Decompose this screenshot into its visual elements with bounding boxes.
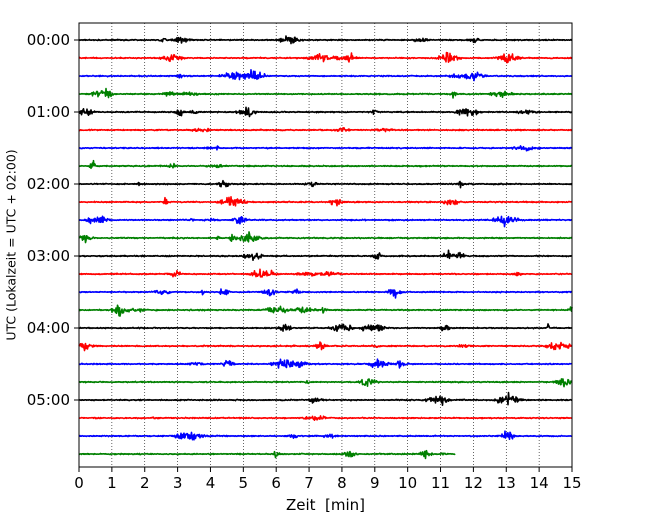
x-tick-label: 6 xyxy=(271,474,281,492)
y-tick-label: 03:00 xyxy=(27,247,70,265)
trace-0015 xyxy=(78,51,573,64)
plot-area-frame xyxy=(78,22,573,468)
x-tick-label: 9 xyxy=(370,474,380,492)
trace-0245 xyxy=(78,231,573,244)
x-tick-label: 4 xyxy=(206,474,216,492)
y-tick-label: 05:00 xyxy=(27,391,70,409)
trace-0100 xyxy=(78,106,573,118)
y-tick-label: 00:00 xyxy=(27,31,70,49)
trace-0200 xyxy=(78,179,573,189)
x-tick-label: 5 xyxy=(239,474,249,492)
x-tick-label: 14 xyxy=(530,474,549,492)
trace-0130 xyxy=(78,145,573,152)
x-axis-ticks: 0 1 2 3 4 5 6 7 8 9 10 11 12 13 14 15 xyxy=(74,467,582,492)
x-tick-label: 3 xyxy=(173,474,183,492)
trace-0330 xyxy=(78,288,573,299)
trace-0215 xyxy=(78,196,573,207)
y-tick-label: 04:00 xyxy=(27,319,70,337)
x-tick-label: 13 xyxy=(497,474,516,492)
trace-0115 xyxy=(78,127,573,133)
x-tick-label: 8 xyxy=(337,474,347,492)
trace-0445 xyxy=(78,378,573,388)
x-axis-label: Zeit [min] xyxy=(286,496,365,514)
trace-0315 xyxy=(78,268,573,278)
trace-0415 xyxy=(78,341,573,352)
x-tick-label: 15 xyxy=(562,474,581,492)
trace-0000 xyxy=(78,35,573,45)
trace-0045 xyxy=(78,87,573,99)
trace-0400 xyxy=(78,323,573,333)
x-tick-label: 1 xyxy=(107,474,117,492)
trace-0530 xyxy=(78,430,573,441)
y-tick-label: 01:00 xyxy=(27,103,70,121)
trace-0500 xyxy=(78,391,573,406)
trace-0230 xyxy=(78,215,573,228)
x-tick-label: 12 xyxy=(464,474,483,492)
trace-0545 xyxy=(78,449,456,460)
trace-0515 xyxy=(78,415,573,421)
y-axis-label: UTC (Lokalzeit = UTC + 02:00) xyxy=(4,149,19,340)
x-tick-label: 11 xyxy=(431,474,450,492)
y-axis-ticks: 00:00 01:00 02:00 03:00 04:00 05:00 xyxy=(27,31,79,409)
trace-0300 xyxy=(78,249,573,262)
trace-0145 xyxy=(78,159,573,170)
trace-0030 xyxy=(78,69,573,82)
x-tick-label: 7 xyxy=(304,474,314,492)
x-tick-label: 10 xyxy=(398,474,417,492)
x-gridlines xyxy=(111,23,540,467)
x-tick-label: 2 xyxy=(140,474,150,492)
trace-0430 xyxy=(78,358,573,369)
seismic-traces xyxy=(78,35,573,460)
x-tick-label: 0 xyxy=(74,474,84,492)
y-tick-label: 02:00 xyxy=(27,175,70,193)
trace-0345 xyxy=(78,304,573,317)
